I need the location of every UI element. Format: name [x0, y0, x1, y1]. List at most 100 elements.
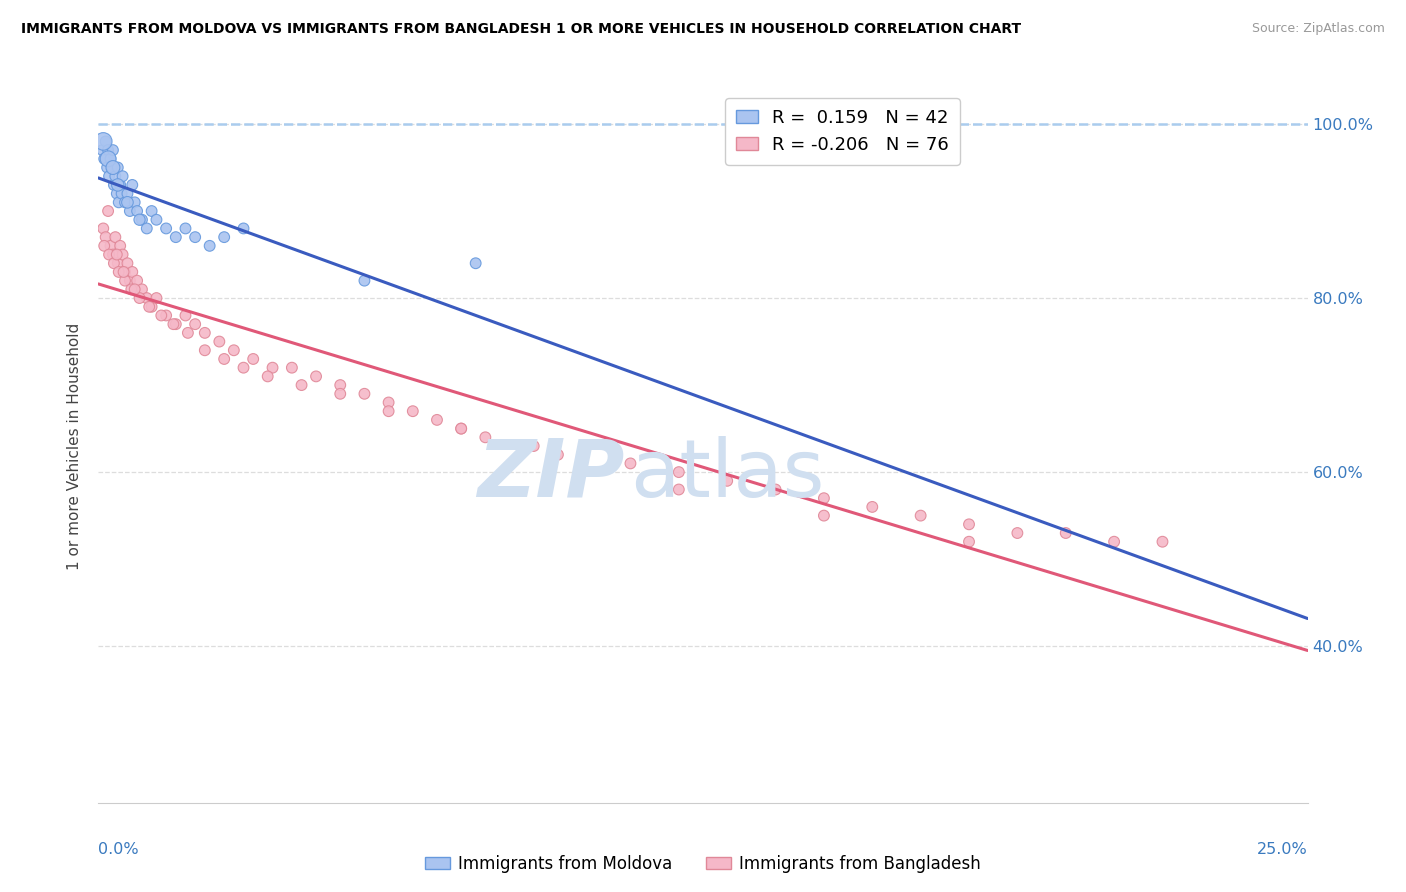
Point	[281, 360, 304, 375]
Point	[107, 195, 129, 210]
Point	[353, 386, 375, 401]
Point	[145, 291, 167, 305]
Point	[118, 204, 141, 219]
Point	[910, 508, 932, 523]
Point	[98, 247, 121, 261]
Point	[377, 395, 399, 409]
Point	[104, 169, 127, 184]
Point	[111, 169, 134, 184]
Text: atlas: atlas	[630, 435, 825, 514]
Legend: Immigrants from Moldova, Immigrants from Bangladesh: Immigrants from Moldova, Immigrants from…	[419, 848, 987, 880]
Point	[97, 152, 120, 166]
Point	[450, 421, 472, 435]
Point	[155, 309, 177, 323]
Point	[101, 247, 124, 261]
Point	[174, 221, 197, 235]
Point	[93, 239, 115, 253]
Point	[242, 351, 264, 366]
Point	[232, 360, 254, 375]
Point	[177, 326, 200, 340]
Point	[426, 413, 449, 427]
Point	[165, 317, 187, 331]
Point	[105, 247, 128, 261]
Point	[145, 212, 167, 227]
Point	[212, 351, 235, 366]
Point	[96, 161, 118, 175]
Point	[118, 274, 141, 288]
Point	[127, 204, 149, 219]
Point	[121, 265, 143, 279]
Point	[138, 300, 160, 314]
Point	[571, 448, 593, 462]
Point	[112, 265, 135, 279]
Point	[117, 186, 139, 201]
Point	[305, 369, 328, 384]
Point	[141, 300, 163, 314]
Point	[100, 239, 122, 253]
Point	[91, 143, 114, 157]
Point	[105, 186, 128, 201]
Point	[174, 309, 197, 323]
Point	[668, 465, 690, 479]
Point	[114, 195, 136, 210]
Point	[141, 204, 163, 219]
Point	[957, 534, 980, 549]
Point	[121, 178, 143, 192]
Point	[91, 135, 114, 149]
Point	[111, 247, 134, 261]
Y-axis label: 1 or more Vehicles in Household: 1 or more Vehicles in Household	[67, 322, 83, 570]
Point	[194, 326, 217, 340]
Point	[150, 309, 173, 323]
Point	[128, 291, 150, 305]
Point	[523, 439, 546, 453]
Point	[262, 360, 284, 375]
Text: Source: ZipAtlas.com: Source: ZipAtlas.com	[1251, 22, 1385, 36]
Point	[114, 265, 136, 279]
Text: IMMIGRANTS FROM MOLDOVA VS IMMIGRANTS FROM BANGLADESH 1 OR MORE VEHICLES IN HOUS: IMMIGRANTS FROM MOLDOVA VS IMMIGRANTS FR…	[21, 22, 1021, 37]
Point	[107, 161, 129, 175]
Point	[131, 282, 153, 296]
Point	[101, 161, 124, 175]
Point	[1007, 526, 1029, 541]
Point	[103, 256, 125, 270]
Point	[94, 230, 117, 244]
Point	[117, 195, 139, 210]
Point	[131, 212, 153, 227]
Point	[135, 221, 157, 235]
Point	[377, 404, 399, 418]
Point	[155, 221, 177, 235]
Text: 25.0%: 25.0%	[1257, 842, 1308, 856]
Point	[107, 178, 129, 192]
Point	[290, 378, 312, 392]
Point	[98, 169, 121, 184]
Point	[547, 448, 569, 462]
Point	[222, 343, 245, 358]
Point	[619, 457, 641, 471]
Point	[93, 152, 115, 166]
Point	[127, 274, 149, 288]
Point	[108, 178, 131, 192]
Point	[402, 404, 425, 418]
Point	[128, 212, 150, 227]
Point	[107, 256, 129, 270]
Point	[114, 274, 136, 288]
Point	[464, 256, 486, 270]
Point	[97, 143, 120, 157]
Text: ZIP: ZIP	[477, 435, 624, 514]
Point	[120, 282, 142, 296]
Point	[117, 256, 139, 270]
Point	[111, 186, 134, 201]
Point	[124, 282, 146, 296]
Point	[162, 317, 184, 331]
Point	[212, 230, 235, 244]
Point	[101, 143, 124, 157]
Point	[1152, 534, 1174, 549]
Point	[450, 421, 472, 435]
Point	[232, 221, 254, 235]
Point	[329, 378, 352, 392]
Point	[104, 230, 127, 244]
Point	[716, 474, 738, 488]
Point	[165, 230, 187, 244]
Text: 0.0%: 0.0%	[98, 842, 139, 856]
Legend: R =  0.159   N = 42, R = -0.206   N = 76: R = 0.159 N = 42, R = -0.206 N = 76	[725, 98, 960, 165]
